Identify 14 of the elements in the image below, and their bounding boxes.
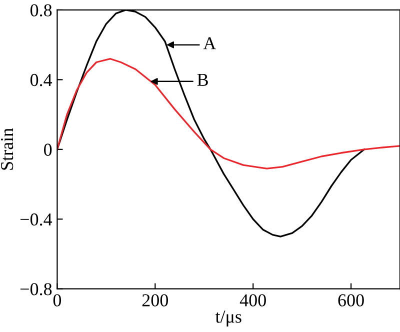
annotation: A <box>203 37 216 50</box>
y-tick-label: 0.4 <box>30 74 52 86</box>
y-tick-label: −0.4 <box>20 213 52 226</box>
y-tick-label: 0.8 <box>30 4 52 16</box>
x-tick-label: 0 <box>53 294 62 306</box>
annotation: B <box>197 74 208 86</box>
x-tick-label: 600 <box>338 294 364 306</box>
y-axis-title: Strain <box>1 128 14 170</box>
x-tick-label: 400 <box>240 294 266 306</box>
x-tick-label: 200 <box>142 294 168 306</box>
line-series <box>57 58 400 170</box>
x-axis-title: t/μs <box>215 310 242 326</box>
y-tick-label: 0 <box>44 144 52 156</box>
y-tick-label: −0.8 <box>20 283 52 296</box>
